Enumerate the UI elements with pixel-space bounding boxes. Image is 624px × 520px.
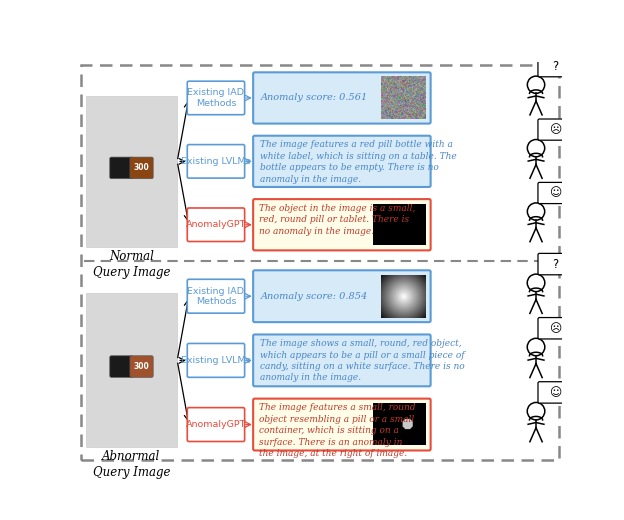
- FancyBboxPatch shape: [538, 253, 573, 275]
- FancyBboxPatch shape: [130, 356, 153, 378]
- FancyBboxPatch shape: [253, 334, 431, 386]
- FancyBboxPatch shape: [538, 183, 572, 204]
- FancyBboxPatch shape: [538, 119, 572, 140]
- FancyBboxPatch shape: [187, 145, 245, 178]
- FancyBboxPatch shape: [187, 279, 245, 313]
- FancyBboxPatch shape: [110, 157, 133, 179]
- Text: 300: 300: [134, 163, 149, 173]
- Text: AnomalyGPT: AnomalyGPT: [186, 420, 246, 429]
- Text: Normal
Query Image: Normal Query Image: [93, 250, 170, 279]
- Text: ?: ?: [552, 60, 558, 73]
- Text: Abnormal
Query Image: Abnormal Query Image: [93, 450, 170, 479]
- FancyBboxPatch shape: [110, 356, 133, 378]
- FancyBboxPatch shape: [538, 318, 573, 339]
- FancyBboxPatch shape: [538, 382, 573, 403]
- FancyBboxPatch shape: [187, 81, 245, 115]
- Text: The image shows a small, round, red object,
which appears to be a pill or a smal: The image shows a small, round, red obje…: [260, 339, 465, 382]
- FancyBboxPatch shape: [253, 399, 431, 450]
- Text: ?: ?: [552, 257, 558, 270]
- FancyBboxPatch shape: [85, 96, 177, 247]
- Text: ☺: ☺: [549, 386, 562, 399]
- FancyBboxPatch shape: [130, 157, 153, 179]
- FancyBboxPatch shape: [187, 208, 245, 241]
- Text: ☹: ☹: [549, 123, 561, 136]
- Text: ☹: ☹: [549, 322, 562, 335]
- Text: 300: 300: [134, 362, 149, 371]
- Text: ☺: ☺: [549, 187, 561, 200]
- Text: The image features a red pill bottle with a
white label, which is sitting on a t: The image features a red pill bottle wit…: [260, 140, 457, 184]
- FancyBboxPatch shape: [253, 136, 431, 187]
- Text: The image features a small, round
object resembling a pill or a small
container,: The image features a small, round object…: [260, 403, 416, 458]
- Text: Anomaly score: 0.854: Anomaly score: 0.854: [261, 292, 368, 301]
- FancyBboxPatch shape: [253, 72, 431, 124]
- FancyBboxPatch shape: [81, 66, 558, 460]
- Text: Existing IAD
Methods: Existing IAD Methods: [187, 287, 245, 306]
- Text: The object in the image is a small,
red, round pill or tablet. There is
no anoma: The object in the image is a small, red,…: [260, 204, 416, 236]
- Text: Existing LVLMs: Existing LVLMs: [181, 157, 251, 166]
- Text: Existing LVLMs: Existing LVLMs: [181, 356, 251, 365]
- FancyBboxPatch shape: [538, 56, 572, 77]
- FancyBboxPatch shape: [253, 199, 431, 250]
- Text: AnomalyGPT: AnomalyGPT: [186, 220, 246, 229]
- Text: Anomaly score: 0.561: Anomaly score: 0.561: [261, 94, 368, 102]
- Text: Existing IAD
Methods: Existing IAD Methods: [187, 88, 245, 108]
- FancyBboxPatch shape: [85, 293, 177, 447]
- FancyBboxPatch shape: [187, 343, 245, 378]
- FancyBboxPatch shape: [253, 270, 431, 322]
- FancyBboxPatch shape: [187, 408, 245, 441]
